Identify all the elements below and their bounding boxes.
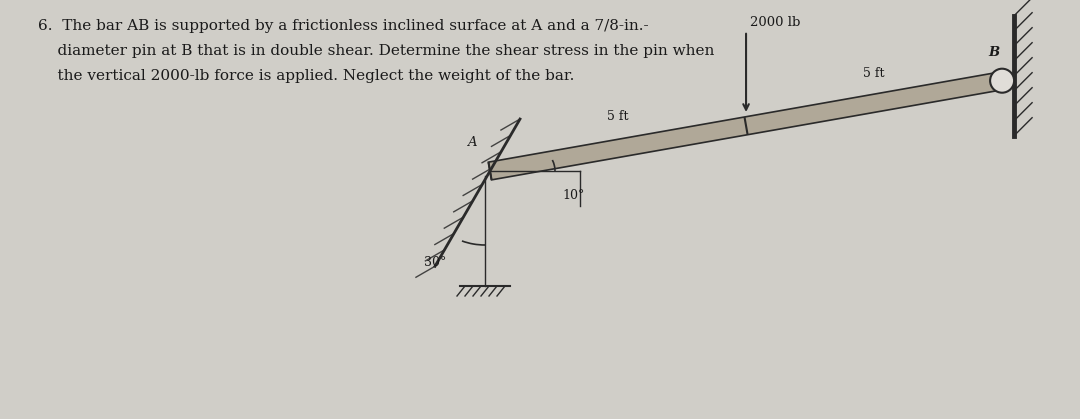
Text: diameter pin at B that is in double shear. Determine the shear stress in the pin: diameter pin at B that is in double shea… — [38, 44, 714, 58]
Text: 10°: 10° — [562, 189, 584, 202]
Text: 6.  The bar AB is supported by a frictionless inclined surface at A and a 7/8-in: 6. The bar AB is supported by a friction… — [38, 19, 649, 33]
Text: A: A — [468, 136, 476, 149]
Text: B: B — [988, 46, 1000, 59]
Text: 5 ft: 5 ft — [863, 67, 885, 80]
Text: the vertical 2000-lb force is applied. Neglect the weight of the bar.: the vertical 2000-lb force is applied. N… — [38, 69, 575, 83]
Text: 30°: 30° — [423, 256, 446, 269]
Text: 5 ft: 5 ft — [607, 111, 629, 124]
Text: 2000 lb: 2000 lb — [750, 16, 800, 29]
Circle shape — [990, 69, 1014, 93]
Polygon shape — [488, 72, 1003, 180]
